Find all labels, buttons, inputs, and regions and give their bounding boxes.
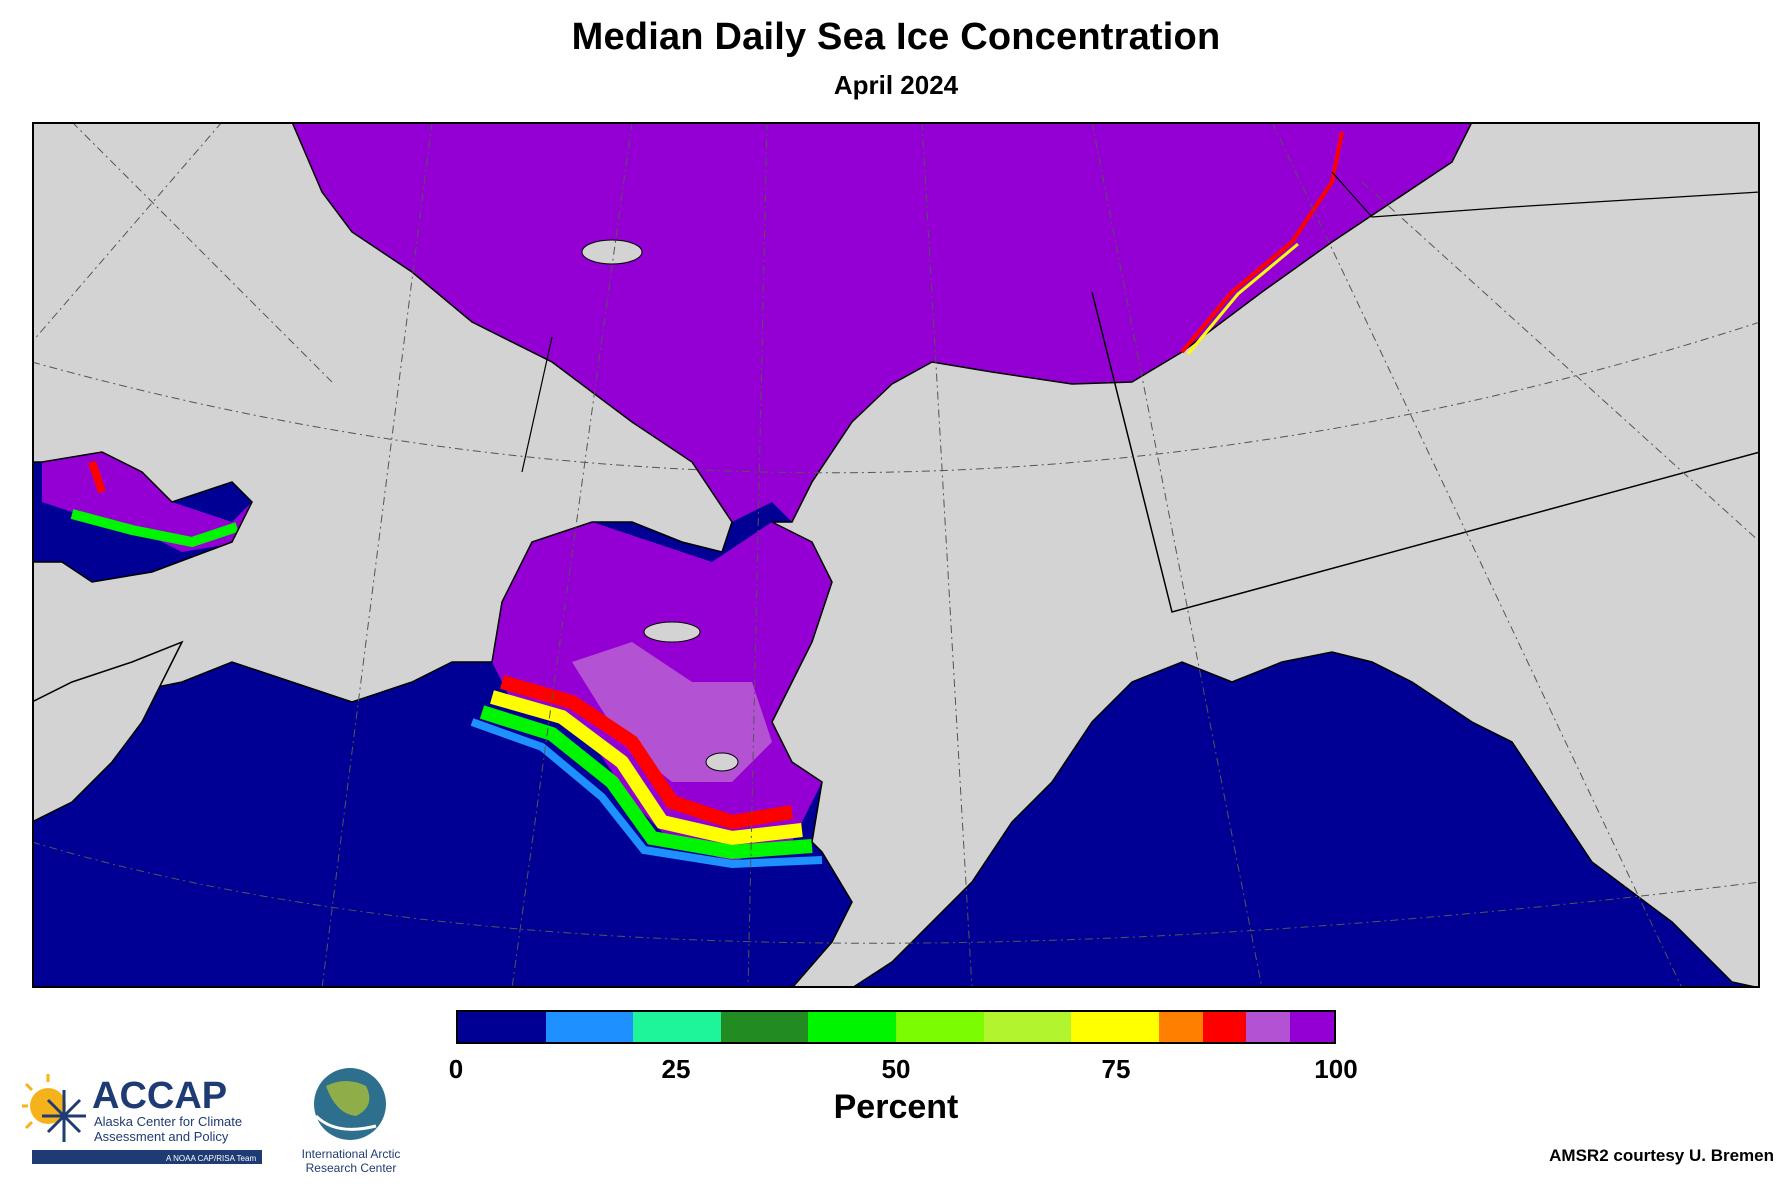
accap-tag: A NOAA CAP/RISA Team <box>166 1154 256 1163</box>
iarc-logo: International Arctic Research Center <box>302 1068 401 1175</box>
accap-line2: Assessment and Policy <box>94 1129 229 1144</box>
nunivak-island <box>705 752 739 772</box>
colorbar-bin-3 <box>720 1012 809 1042</box>
colorbar-bin-2 <box>633 1012 721 1042</box>
beaufort-ice-edge-yellow <box>1186 242 1299 355</box>
arctic-pack-ice <box>292 122 1472 522</box>
colorbar-bin-9 <box>1202 1012 1247 1042</box>
colorbar-tick-25: 25 <box>661 1054 691 1084</box>
globe-icon <box>314 1068 386 1140</box>
colorbar-bin-8 <box>1158 1012 1203 1042</box>
colorbar-bin-10 <box>1246 1012 1291 1042</box>
bering-ice-high <box>572 642 772 782</box>
us-canada-border <box>1091 291 1760 613</box>
colorbar-tick-0: 0 <box>448 1054 464 1084</box>
colorbar-tick-100: 100 <box>1314 1054 1358 1084</box>
colorbar-bin-0 <box>458 1012 546 1042</box>
ice-edge-green <box>479 705 813 860</box>
colorbar-label: Percent <box>833 1088 959 1126</box>
colorbar <box>456 1010 1336 1044</box>
accap-wordmark: ACCAP <box>92 1075 227 1117</box>
sea-ice-map <box>32 122 1760 988</box>
colorbar-bin-5 <box>895 1012 984 1042</box>
ice-edge-blue <box>470 718 823 869</box>
siberia-land <box>32 122 733 783</box>
sun-snowflake-icon <box>22 1074 86 1142</box>
map-title: Median Daily Sea Ice Concentration <box>571 16 1221 58</box>
colorbar-bin-1 <box>545 1012 634 1042</box>
canada-border-ne <box>1331 171 1760 218</box>
colorbar-bin-11 <box>1290 1012 1334 1042</box>
colorbar-tick-50: 50 <box>881 1054 911 1084</box>
colorbar-tick-75: 75 <box>1101 1054 1131 1084</box>
data-credit: AMSR2 courtesy U. Bremen <box>1549 1146 1774 1165</box>
map-frame <box>32 122 1760 988</box>
colorbar-bin-4 <box>808 1012 896 1042</box>
colorbar-bin-6 <box>983 1012 1072 1042</box>
maritime-boundary <box>521 336 553 473</box>
kamchatka-land <box>32 640 184 823</box>
alaska-land <box>771 122 1760 988</box>
beaufort-ice-edge <box>1180 131 1344 354</box>
colorbar-bin-7 <box>1071 1012 1159 1042</box>
iarc-line1: International Arctic <box>302 1147 401 1161</box>
okhotsk-ice-red <box>88 460 106 494</box>
accap-logo: ACCAP Alaska Center for Climate Assessme… <box>22 1074 262 1164</box>
wrangel-island <box>581 239 643 265</box>
accap-line1: Alaska Center for Climate <box>94 1114 242 1129</box>
map-subtitle: April 2024 <box>833 70 959 100</box>
graticule <box>32 122 1760 988</box>
st-lawrence-island <box>643 621 701 643</box>
ice-edge-red <box>500 675 794 830</box>
iarc-line2: Research Center <box>306 1161 397 1175</box>
okhotsk-ice-edge <box>70 509 239 548</box>
